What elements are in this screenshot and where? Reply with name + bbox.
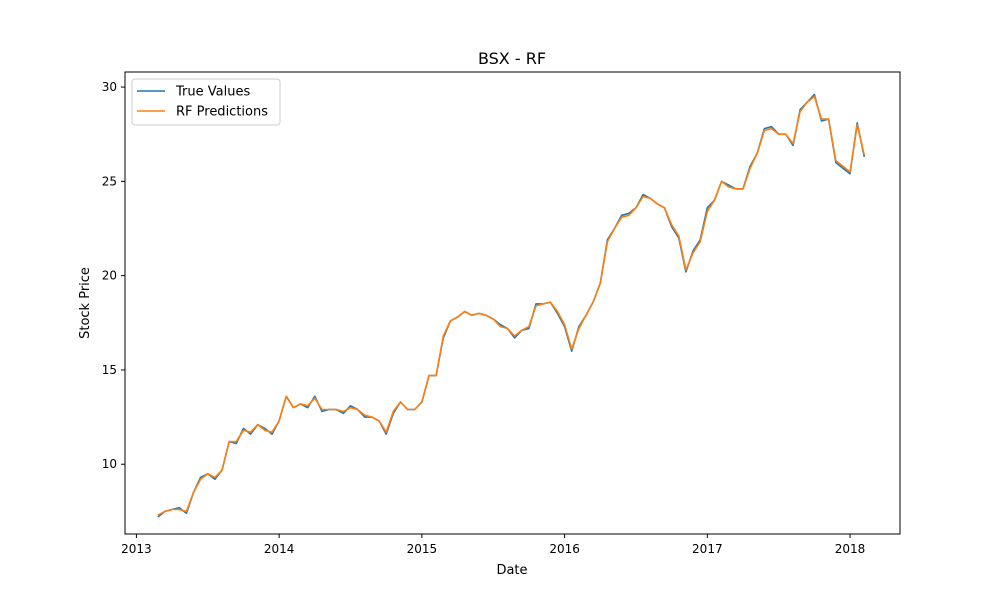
x-tick-label: 2015 xyxy=(407,542,438,556)
chart-title: BSX - RF xyxy=(478,49,546,68)
axes: 2013 2014 2015 2016 2017 2018 10 15 20 25 30 xyxy=(102,71,901,556)
legend-label-0: True Values xyxy=(175,85,250,100)
series-group xyxy=(157,93,866,518)
legend: True Values RF Predictions xyxy=(131,78,281,126)
x-tick-label: 2016 xyxy=(549,542,580,556)
x-tick-label: 2013 xyxy=(121,542,152,556)
plot-background xyxy=(125,72,900,534)
legend-label-1: RF Predictions xyxy=(176,105,268,120)
plot-area xyxy=(125,72,900,534)
y-axis-label: Stock Price xyxy=(78,267,93,339)
x-tick-label: 2014 xyxy=(264,542,295,556)
y-tick-label: 30 xyxy=(102,80,117,94)
y-tick-label: 10 xyxy=(102,457,117,471)
axes-frame xyxy=(124,71,901,535)
x-tick-label: 2017 xyxy=(692,542,723,556)
x-axis-label: Date xyxy=(496,563,527,578)
x-tick-label: 2018 xyxy=(835,542,866,556)
y-tick-label: 15 xyxy=(102,363,117,377)
legend-box xyxy=(131,78,281,126)
series-line-1 xyxy=(157,95,866,516)
y-tick-label: 20 xyxy=(102,269,117,283)
y-tick-label: 25 xyxy=(102,174,117,188)
